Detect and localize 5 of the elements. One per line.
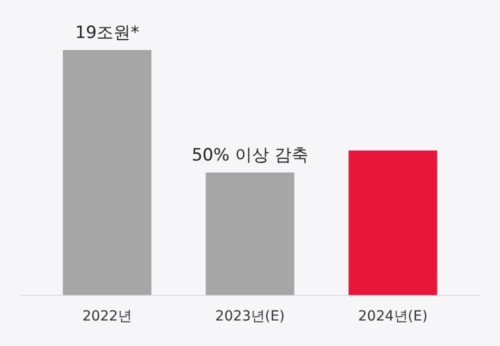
annotation: 19조원* xyxy=(75,23,140,43)
x-tick-label: 2023년(E) xyxy=(215,308,285,324)
x-tick-label: 2022년 xyxy=(82,308,132,324)
x-tick-label: 2024년(E) xyxy=(358,308,428,324)
annotation: 50% 이상 감축 xyxy=(192,146,308,166)
